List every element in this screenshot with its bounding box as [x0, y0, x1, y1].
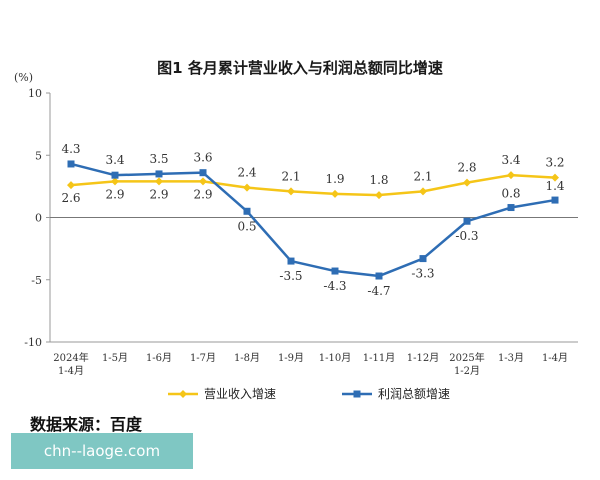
revenue-data-label: 3.4: [501, 153, 520, 167]
revenue-growth-point: [199, 177, 207, 186]
profit-growth-point: [67, 160, 75, 168]
x-tick-label: 1-5月: [102, 352, 128, 364]
profit-growth-point: [375, 272, 383, 280]
revenue-growth-point: [243, 183, 251, 192]
profit-data-label: 3.5: [149, 152, 168, 166]
revenue-growth-point: [463, 178, 471, 187]
profit-growth-point: [331, 267, 339, 275]
y-tick-label: 0: [35, 212, 42, 225]
x-tick-label: 1-4月: [542, 352, 568, 364]
profit-data-label: 1.4: [545, 179, 564, 193]
x-tick-label: 1-12月: [407, 352, 439, 364]
legend-profit-label: 利润总额增速: [378, 387, 450, 401]
revenue-growth-point: [507, 171, 515, 180]
revenue-data-label: 2.1: [413, 169, 432, 183]
revenue-growth-point: [419, 187, 427, 196]
profit-growth-point: [111, 171, 119, 179]
profit-growth-point: [199, 169, 207, 177]
revenue-growth-point: [67, 181, 75, 190]
profit-growth-point: [507, 204, 515, 212]
revenue-data-label: 1.9: [325, 172, 344, 186]
profit-data-label: 4.3: [61, 142, 80, 156]
revenue-data-label: 2.9: [149, 187, 168, 201]
revenue-growth-point: [287, 187, 295, 196]
profit-data-label: -0.3: [455, 229, 478, 243]
profit-growth-line: [70, 162, 556, 278]
profit-growth-point: [419, 255, 427, 263]
revenue-data-label: 2.9: [193, 187, 212, 201]
x-tick-label: 1-8月: [234, 352, 260, 364]
profit-data-label: -4.7: [367, 284, 390, 298]
y-tick-label: 5: [35, 149, 42, 162]
profit-growth-point: [287, 257, 295, 265]
revenue-data-label: 3.2: [545, 156, 564, 170]
y-axis-unit: (%): [14, 71, 33, 84]
x-tick-label: 1-11月: [363, 352, 395, 364]
profit-growth-point: [155, 170, 163, 178]
revenue-data-label: 2.9: [105, 187, 124, 201]
x-tick-label: 2025年: [449, 351, 484, 364]
profit-data-label: 0.5: [237, 219, 256, 233]
revenue-growth-point: [375, 191, 383, 200]
x-tick-label: 1-4月: [58, 365, 84, 377]
legend-revenue-label: 营业收入增速: [204, 387, 276, 401]
profit-data-label: 3.4: [105, 153, 124, 167]
x-tick-label: 1-6月: [146, 352, 172, 364]
revenue-growth-point: [155, 177, 163, 186]
x-tick-label: 1-9月: [278, 352, 304, 364]
profit-data-label: -3.3: [411, 267, 434, 281]
profit-data-label: 0.8: [501, 187, 520, 201]
y-tick-label: -10: [24, 336, 42, 349]
revenue-data-label: 2.8: [457, 161, 476, 175]
revenue-data-label: 2.4: [237, 166, 256, 180]
x-tick-label: 1-10月: [319, 352, 351, 364]
revenue-data-label: 1.8: [369, 173, 388, 187]
revenue-growth-line: [70, 173, 556, 197]
profit-growth-point: [463, 217, 471, 225]
x-tick-label: 1-2月: [454, 365, 480, 377]
revenue-growth-point: [331, 189, 339, 198]
profit-growth-point: [243, 207, 251, 215]
revenue-growth-point: [111, 177, 119, 186]
profit-data-label: -4.3: [323, 279, 346, 293]
profit-data-label: -3.5: [279, 269, 302, 283]
x-tick-label: 1-3月: [498, 352, 524, 364]
legend-profit-swatch-marker: [353, 390, 361, 398]
x-tick-label: 1-7月: [190, 352, 216, 364]
source-note: 数据来源：百度: [30, 415, 143, 434]
y-tick-label: -5: [31, 274, 42, 287]
revenue-data-label: 2.1: [281, 169, 300, 183]
legend-revenue-swatch-marker: [179, 390, 187, 398]
x-tick-label: 2024年: [53, 351, 88, 364]
profit-data-label: 3.6: [193, 151, 212, 165]
revenue-data-label: 2.6: [61, 191, 80, 205]
chart-title: 图1 各月累计营业收入与利润总额同比增速: [157, 59, 443, 77]
profit-growth-point: [551, 196, 559, 204]
revenue-growth-point: [551, 173, 559, 182]
y-tick-label: 10: [28, 87, 42, 100]
watermark-badge: chn--laoge.com: [11, 433, 193, 469]
